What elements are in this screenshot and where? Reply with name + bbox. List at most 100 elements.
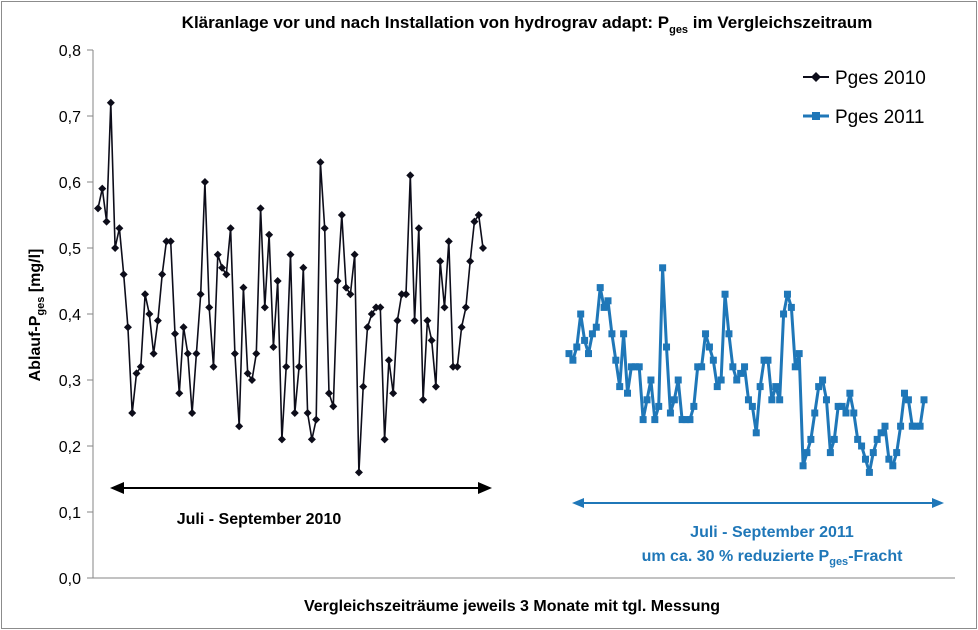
y-tick-label: 0,0 xyxy=(59,571,81,588)
data-point xyxy=(760,356,768,364)
data-point xyxy=(222,270,231,279)
data-point xyxy=(616,383,624,391)
data-point xyxy=(713,383,721,391)
data-point xyxy=(698,363,706,371)
data-point xyxy=(196,290,205,299)
y-tick-label: 0,4 xyxy=(59,307,81,324)
data-point xyxy=(205,303,214,312)
data-point xyxy=(325,389,333,398)
data-point xyxy=(431,382,440,391)
data-point xyxy=(226,224,235,233)
data-point xyxy=(783,290,791,298)
data-point xyxy=(230,349,239,358)
data-point xyxy=(269,343,278,351)
data-point xyxy=(815,383,823,391)
series-line xyxy=(97,102,484,474)
data-point xyxy=(153,316,162,325)
data-point xyxy=(830,435,838,443)
data-point xyxy=(702,330,710,338)
data-point xyxy=(243,369,252,378)
data-point xyxy=(200,178,209,186)
data-point xyxy=(877,429,885,437)
data-point xyxy=(795,350,803,358)
data-point xyxy=(881,422,889,430)
data-point xyxy=(694,363,702,371)
data-point xyxy=(166,237,175,246)
data-point xyxy=(822,396,830,404)
data-point xyxy=(316,158,325,167)
data-point xyxy=(94,204,102,213)
data-point xyxy=(449,362,458,371)
data-point xyxy=(346,290,355,299)
data-point xyxy=(811,409,819,417)
legend-marker-2011 xyxy=(812,112,820,120)
data-point xyxy=(393,316,402,325)
data-point xyxy=(744,396,752,404)
data-point xyxy=(303,409,312,417)
annotation-2010: Juli - September 2010 xyxy=(177,511,342,528)
data-point xyxy=(756,383,764,391)
y-axis-label: Ablauf-Pges [mg/l] xyxy=(27,249,47,382)
data-point xyxy=(588,330,596,338)
data-point xyxy=(916,422,924,430)
data-point xyxy=(741,363,749,371)
data-point xyxy=(627,363,635,371)
data-point xyxy=(209,362,218,371)
data-point xyxy=(474,211,483,219)
data-point xyxy=(885,455,893,463)
arrow-2011 xyxy=(572,498,944,508)
data-point xyxy=(119,270,128,279)
data-point xyxy=(466,257,475,266)
data-point xyxy=(920,396,928,404)
data-point xyxy=(581,336,589,344)
y-tick-label: 0,7 xyxy=(59,109,81,126)
data-point xyxy=(106,98,115,107)
data-point xyxy=(803,449,811,457)
data-point xyxy=(136,362,145,371)
axes: 0,0 0,1 0,2 0,3 0,4 0,5 0,6 0,7 0,8 xyxy=(59,43,955,588)
data-point xyxy=(834,402,842,410)
series-2 xyxy=(565,264,928,476)
data-point xyxy=(612,356,620,364)
data-point xyxy=(329,402,338,411)
data-point xyxy=(780,310,788,318)
legend-item-2010: Pges 2010 xyxy=(803,68,926,89)
data-point xyxy=(686,416,694,424)
data-point xyxy=(111,244,120,252)
data-point xyxy=(725,330,733,338)
data-point xyxy=(748,402,756,410)
data-point xyxy=(850,409,858,417)
data-point xyxy=(132,369,141,378)
data-point xyxy=(123,323,132,332)
data-point xyxy=(175,389,184,398)
data-point xyxy=(768,396,776,404)
data-point xyxy=(363,323,372,332)
data-point xyxy=(158,270,167,279)
data-point xyxy=(337,211,346,219)
data-point xyxy=(573,343,581,351)
data-point xyxy=(900,389,908,397)
data-point xyxy=(162,237,171,246)
data-point xyxy=(239,283,248,292)
data-point xyxy=(427,336,436,345)
data-point xyxy=(282,362,291,371)
data-point xyxy=(419,395,428,404)
y-tick-label: 0,1 xyxy=(59,505,81,522)
data-point xyxy=(145,310,154,318)
data-point xyxy=(858,442,866,450)
data-point xyxy=(635,363,643,371)
data-point xyxy=(819,376,827,384)
data-point xyxy=(600,303,608,311)
data-point xyxy=(663,343,671,351)
data-point xyxy=(265,230,274,239)
data-point xyxy=(354,468,363,477)
data-point xyxy=(141,290,150,299)
data-point xyxy=(791,363,799,371)
data-point xyxy=(248,376,256,384)
data-point xyxy=(865,468,873,476)
data-point xyxy=(440,303,449,312)
data-point xyxy=(457,323,466,332)
data-point xyxy=(764,356,772,364)
data-point xyxy=(286,250,295,259)
